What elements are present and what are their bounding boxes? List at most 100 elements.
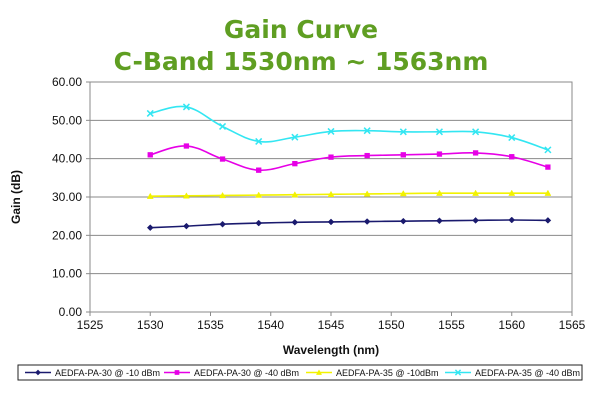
data-point bbox=[182, 192, 190, 199]
series-line bbox=[150, 105, 549, 151]
data-point bbox=[436, 151, 443, 157]
data-point bbox=[435, 128, 443, 136]
data-point bbox=[292, 161, 298, 167]
legend-label: AEDFA-PA-35 @ -10dBm bbox=[336, 368, 439, 378]
y-tick-label: 20.00 bbox=[52, 228, 82, 242]
data-point bbox=[544, 146, 552, 154]
series-group bbox=[146, 216, 552, 232]
data-point-stroke bbox=[472, 128, 480, 136]
series-lines bbox=[146, 103, 552, 232]
data-point bbox=[255, 219, 263, 227]
series-line bbox=[150, 192, 548, 198]
data-point bbox=[146, 192, 154, 199]
legend-label: AEDFA-PA-30 @ -40 dBm bbox=[194, 368, 299, 378]
chart-title: Gain Curve bbox=[224, 15, 378, 44]
y-tick-label: 40.00 bbox=[52, 152, 82, 166]
data-point bbox=[544, 217, 552, 224]
y-tick-label: 0.00 bbox=[59, 305, 83, 319]
data-point bbox=[328, 154, 334, 160]
x-tick-label: 1525 bbox=[77, 318, 104, 332]
data-point bbox=[327, 127, 335, 135]
data-point bbox=[182, 103, 190, 111]
grid-lines bbox=[90, 119, 572, 275]
legend-item: AEDFA-PA-35 @ -40 dBm bbox=[445, 368, 580, 378]
x-axis-ticks: 1525 1530 1535 1540 1545 1550 1555 1560 1565 bbox=[77, 312, 586, 332]
x-tick-label: 1540 bbox=[257, 318, 284, 332]
data-point bbox=[508, 134, 516, 142]
data-point-stroke bbox=[544, 146, 552, 154]
data-point bbox=[219, 191, 226, 199]
data-point bbox=[291, 218, 299, 226]
x-tick-label: 1545 bbox=[318, 318, 345, 332]
data-point-stroke bbox=[291, 133, 299, 141]
data-point bbox=[183, 222, 190, 230]
data-point bbox=[363, 190, 371, 197]
data-point-stroke bbox=[182, 103, 190, 111]
legend-label: AEDFA-PA-30 @ -10 dBm bbox=[55, 368, 160, 378]
data-point bbox=[363, 127, 371, 135]
data-point bbox=[35, 369, 41, 376]
series-group bbox=[147, 143, 551, 173]
data-point bbox=[315, 369, 323, 375]
data-point bbox=[544, 189, 552, 196]
data-point bbox=[436, 189, 443, 196]
legend-item: AEDFA-PA-35 @ -10dBm bbox=[306, 368, 439, 378]
data-point bbox=[400, 152, 406, 158]
data-point bbox=[291, 133, 299, 141]
data-point bbox=[399, 128, 407, 136]
data-point bbox=[399, 190, 407, 197]
data-point bbox=[545, 164, 551, 170]
data-point bbox=[454, 369, 462, 376]
data-point bbox=[399, 217, 407, 225]
data-point-stroke bbox=[399, 128, 407, 136]
y-tick-label: 10.00 bbox=[52, 267, 82, 281]
data-point-stroke bbox=[146, 109, 154, 117]
x-tick-label: 1530 bbox=[137, 318, 164, 332]
data-point-stroke bbox=[327, 127, 335, 135]
data-point bbox=[255, 137, 263, 145]
series-group bbox=[146, 103, 552, 154]
legend-label: AEDFA-PA-35 @ -40 dBm bbox=[475, 368, 580, 378]
data-point bbox=[508, 216, 516, 224]
data-point bbox=[256, 167, 262, 173]
y-tick-label: 50.00 bbox=[52, 113, 82, 127]
x-tick-label: 1550 bbox=[378, 318, 405, 332]
data-point bbox=[146, 224, 154, 232]
data-point bbox=[327, 218, 335, 226]
y-axis-label: Gain (dB) bbox=[9, 170, 23, 224]
data-point bbox=[219, 122, 227, 130]
data-point-stroke bbox=[363, 127, 371, 135]
x-tick-label: 1560 bbox=[498, 318, 525, 332]
data-point bbox=[472, 189, 480, 196]
y-axis-ticks: 0.00 10.00 20.00 30.00 40.00 50.00 60.00 bbox=[52, 75, 90, 319]
y-tick-label: 30.00 bbox=[52, 190, 82, 204]
data-point bbox=[472, 217, 479, 224]
data-point bbox=[509, 154, 515, 160]
x-tick-label: 1535 bbox=[197, 318, 224, 332]
data-point bbox=[327, 190, 335, 197]
data-point bbox=[472, 150, 479, 156]
data-point bbox=[255, 191, 263, 198]
x-tick-label: 1565 bbox=[559, 318, 586, 332]
data-point-stroke bbox=[435, 128, 443, 136]
data-point-stroke bbox=[508, 134, 516, 142]
y-tick-label: 60.00 bbox=[52, 75, 82, 89]
data-point bbox=[147, 152, 153, 158]
data-point bbox=[183, 143, 190, 149]
data-point bbox=[291, 191, 299, 198]
data-point bbox=[219, 220, 226, 228]
chart-subtitle: C-Band 1530nm ~ 1563nm bbox=[114, 47, 489, 76]
series-group bbox=[146, 189, 552, 199]
x-axis-label: Wavelength (nm) bbox=[283, 343, 379, 357]
data-point bbox=[146, 109, 154, 117]
data-point bbox=[436, 217, 443, 225]
legend: AEDFA-PA-30 @ -10 dBm AEDFA-PA-30 @ -40 d… bbox=[25, 368, 580, 378]
data-point bbox=[508, 189, 516, 196]
x-tick-label: 1555 bbox=[438, 318, 465, 332]
series-line bbox=[150, 145, 549, 172]
data-point-stroke bbox=[255, 137, 263, 145]
legend-box bbox=[17, 364, 583, 381]
data-point bbox=[363, 218, 371, 225]
